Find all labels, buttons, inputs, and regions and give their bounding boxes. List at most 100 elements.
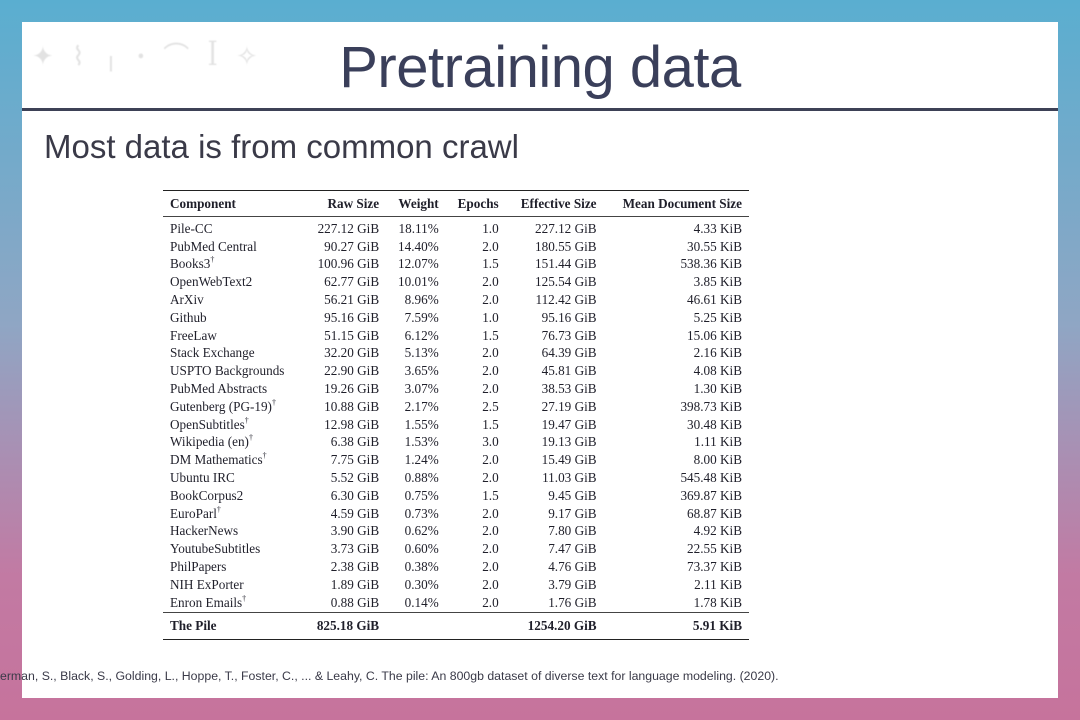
slide-title: Pretraining data [339, 35, 741, 100]
pile-components-table: Component Raw Size Weight Epochs Effecti… [163, 190, 749, 640]
cell-raw-size: 12.98 GiB [324, 416, 380, 432]
cell-weight: 5.13% [404, 345, 439, 361]
cell-effective-size: 64.39 GiB [541, 345, 597, 361]
cell-mean-document-size: 4.92 KiB [693, 523, 742, 539]
total-raw-size: 825.18 GiB [316, 617, 380, 633]
cell-epochs: 2.0 [482, 292, 499, 308]
cell-mean-document-size: 15.06 KiB [687, 327, 742, 343]
cell-mean-document-size: 398.73 KiB [680, 398, 742, 414]
cell-component: BookCorpus2 [163, 487, 303, 505]
cell-epochs: 2.0 [482, 381, 499, 397]
cell-effective-size: 19.47 GiB [541, 416, 597, 432]
cell-effective-size: 15.49 GiB [541, 452, 597, 468]
cell-epochs: 1.5 [482, 487, 499, 503]
cell-effective-size: 151.44 GiB [535, 256, 597, 272]
citation: erman, S., Black, S., Golding, L., Hoppe… [0, 669, 779, 683]
total-epochs [446, 612, 506, 639]
component-name: Gutenberg (PG-19) [170, 398, 272, 414]
cell-mean-document-size: 2.16 KiB [693, 345, 742, 361]
cell-component: YoutubeSubtitles [163, 540, 303, 558]
cell-mean-document-size: 4.33 KiB [693, 220, 742, 236]
cell-weight: 0.75% [404, 487, 439, 503]
component-name: Books3 [170, 256, 211, 272]
cell-mean-document-size: 68.87 KiB [687, 505, 742, 521]
table-row: DM Mathematics† 7.75 GiB 1.24% 2.0 15.49 GiB… [163, 451, 749, 469]
table-row: PubMed Central 90.27 GiB 14.40% 2.0 180.55 G… [163, 238, 749, 256]
component-name: PubMed Central [170, 238, 257, 254]
cell-raw-size: 90.27 GiB [324, 238, 380, 254]
component-name: PubMed Abstracts [170, 381, 268, 397]
component-name: OpenWebText2 [170, 274, 253, 290]
cell-mean-document-size: 8.00 KiB [693, 452, 742, 468]
table-row: Enron Emails† 0.88 GiB 0.14% 2.0 1.76 GiB 1.7… [163, 594, 749, 612]
cell-epochs: 2.0 [482, 559, 499, 575]
cell-component: HackerNews [163, 523, 303, 541]
component-name: YoutubeSubtitles [170, 541, 261, 557]
table-row: Wikipedia (en)† 6.38 GiB 1.53% 3.0 19.13 GiB… [163, 434, 749, 452]
cell-weight: 8.96% [404, 292, 439, 308]
table-row: Stack Exchange 32.20 GiB 5.13% 2.0 64.39 GiB… [163, 345, 749, 363]
cell-epochs: 2.0 [482, 470, 499, 486]
cell-weight: 0.88% [404, 470, 439, 486]
cell-component: Books3† [163, 256, 303, 274]
dagger-mark: † [210, 255, 215, 265]
component-name: ArXiv [170, 292, 204, 308]
cell-mean-document-size: 30.48 KiB [687, 416, 742, 432]
dagger-mark: † [262, 451, 267, 461]
cell-epochs: 2.0 [482, 594, 499, 610]
cell-raw-size: 32.20 GiB [324, 345, 380, 361]
cell-epochs: 2.0 [482, 274, 499, 290]
cell-component: Stack Exchange [163, 345, 303, 363]
cell-mean-document-size: 3.85 KiB [693, 274, 742, 290]
cell-mean-document-size: 46.61 KiB [687, 292, 742, 308]
cell-weight: 1.53% [404, 434, 439, 450]
cell-epochs: 2.5 [482, 398, 499, 414]
cell-raw-size: 3.90 GiB [330, 523, 380, 539]
dagger-mark: † [271, 397, 276, 407]
slide: ✦ ⌇ ╷ ꞏ ⌒ ꟾ ✧ Pretraining data Most data… [0, 22, 1058, 698]
cell-effective-size: 112.42 GiB [535, 292, 597, 308]
table-row: PhilPapers 2.38 GiB 0.38% 2.0 4.76 GiB 73.37 … [163, 558, 749, 576]
cell-mean-document-size: 1.78 KiB [693, 594, 742, 610]
cell-raw-size: 0.88 GiB [330, 594, 380, 610]
cell-mean-document-size: 1.30 KiB [693, 381, 742, 397]
cell-component: Pile-CC [163, 217, 303, 238]
cell-effective-size: 180.55 GiB [535, 238, 597, 254]
cell-raw-size: 6.30 GiB [330, 487, 380, 503]
cell-effective-size: 19.13 GiB [541, 434, 597, 450]
cell-epochs: 2.0 [482, 505, 499, 521]
cell-component: PubMed Abstracts [163, 380, 303, 398]
cell-component: Enron Emails† [163, 594, 303, 612]
cell-component: USPTO Backgrounds [163, 362, 303, 380]
cell-effective-size: 38.53 GiB [541, 381, 597, 397]
cell-weight: 0.14% [404, 594, 439, 610]
header-component: Component [170, 195, 236, 211]
cell-epochs: 2.0 [482, 363, 499, 379]
table-row: FreeLaw 51.15 GiB 6.12% 1.5 76.73 GiB 15.06 K… [163, 327, 749, 345]
cell-weight: 18.11% [398, 220, 439, 236]
cell-effective-size: 9.45 GiB [548, 487, 597, 503]
component-name: PhilPapers [170, 559, 227, 575]
cell-component: OpenWebText2 [163, 273, 303, 291]
cell-epochs: 3.0 [482, 434, 499, 450]
cell-component: PubMed Central [163, 238, 303, 256]
component-name: FreeLaw [170, 327, 217, 343]
component-name: Github [170, 309, 207, 325]
table-header-row: Component Raw Size Weight Epochs Effecti… [163, 190, 749, 217]
cell-component: ArXiv [163, 291, 303, 309]
component-name: Pile-CC [170, 220, 213, 236]
cell-raw-size: 56.21 GiB [324, 292, 380, 308]
cell-effective-size: 227.12 GiB [535, 220, 597, 236]
cell-weight: 14.40% [398, 238, 439, 254]
component-name: DM Mathematics [170, 452, 263, 468]
cell-mean-document-size: 4.08 KiB [693, 363, 742, 379]
cell-effective-size: 9.17 GiB [548, 505, 597, 521]
cell-epochs: 2.0 [482, 541, 499, 557]
slide-subtitle: Most data is from common crawl [44, 128, 519, 165]
cell-effective-size: 76.73 GiB [541, 327, 597, 343]
header-weight: Weight [398, 195, 439, 211]
cell-mean-document-size: 369.87 KiB [680, 487, 742, 503]
table-row: BookCorpus2 6.30 GiB 0.75% 1.5 9.45 GiB 369.8… [163, 487, 749, 505]
cell-effective-size: 4.76 GiB [548, 559, 597, 575]
cell-component: Gutenberg (PG-19)† [163, 398, 303, 416]
